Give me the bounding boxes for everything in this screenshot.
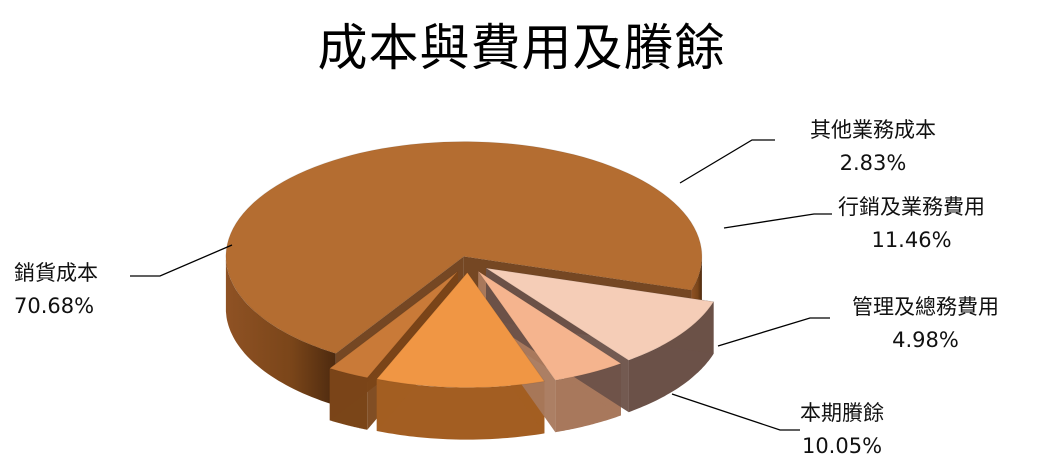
slice-0 — [225, 141, 703, 355]
slice-side-2 — [376, 379, 545, 440]
slice-value-2: 11.46% — [871, 228, 951, 252]
leader-line-4 — [671, 393, 800, 431]
chart-title: 成本與費用及賸餘 — [317, 19, 726, 77]
slice-value-0: 70.68% — [14, 294, 94, 318]
leader-line-2 — [723, 213, 832, 229]
slice-value-3: 4.98% — [892, 328, 959, 352]
slice-name-4: 本期賸餘 — [800, 401, 884, 425]
slice-3 — [477, 270, 623, 381]
slice-name-0: 銷貨成本 — [14, 261, 98, 285]
slice-name-1: 其他業務成本 — [810, 118, 936, 142]
leader-line-0 — [130, 244, 233, 277]
slice-side-0 — [225, 256, 336, 406]
slice-name-3: 管理及總務費用 — [852, 295, 999, 319]
slice-1 — [328, 271, 459, 379]
slice-labels: 銷貨成本 70.68% 其他業務成本 2.83% 行銷及業務費用 11.46% 管理及總務費… — [14, 118, 999, 458]
leader-line-3 — [717, 317, 830, 347]
slice-4 — [485, 267, 715, 361]
leader-line-1 — [679, 139, 775, 184]
slice-tops — [225, 141, 715, 389]
slice-name-2: 行銷及業務費用 — [838, 195, 985, 219]
slice-value-4: 10.05% — [802, 434, 882, 458]
slice-2 — [375, 271, 546, 389]
slice-value-1: 2.83% — [840, 151, 907, 175]
